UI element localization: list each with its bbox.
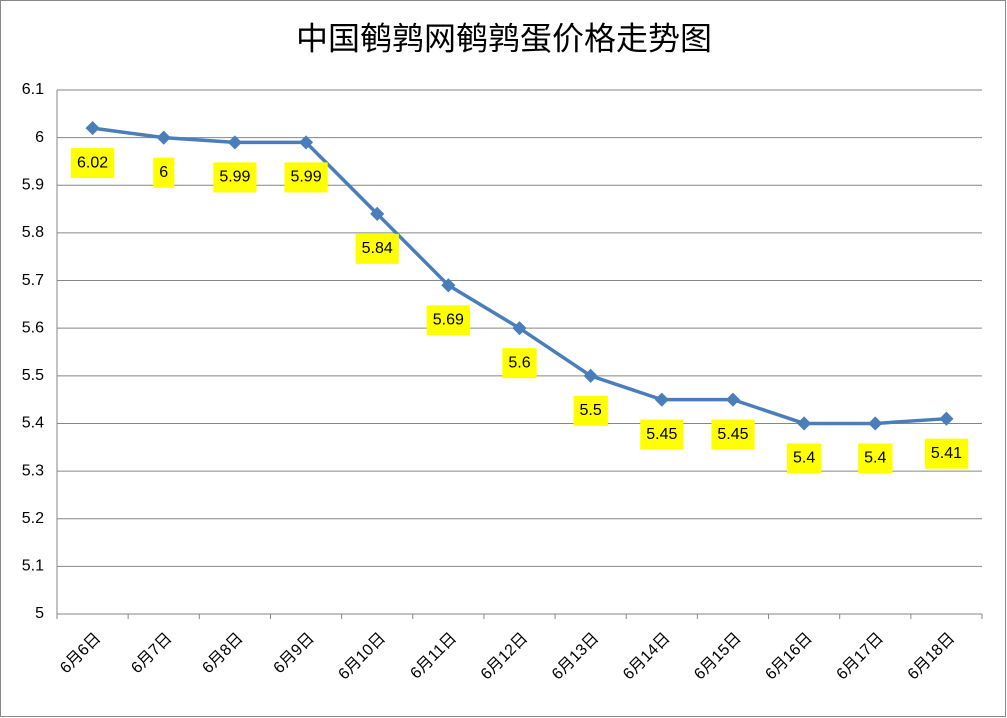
data-label: 5.45 — [711, 419, 755, 450]
data-label: 5.99 — [284, 162, 328, 193]
data-label-text: 5.41 — [931, 445, 962, 462]
marker — [156, 130, 171, 145]
y-tick-label: 5.4 — [22, 415, 44, 432]
data-label-text: 5.45 — [717, 426, 748, 443]
data-label-box — [711, 419, 755, 450]
marker — [85, 121, 100, 136]
y-tick-label: 5.1 — [22, 558, 44, 575]
data-label-box — [284, 162, 328, 193]
data-label-text: 5.6 — [508, 354, 530, 371]
y-tick-label: 5.8 — [22, 224, 44, 241]
data-label-box — [640, 419, 684, 450]
data-label: 5.5 — [573, 395, 608, 426]
data-label-text: 5.4 — [864, 450, 886, 467]
data-label: 5.84 — [355, 233, 399, 264]
data-label: 5.99 — [213, 162, 257, 193]
data-label: 5.69 — [426, 305, 471, 336]
data-label: 5.4 — [786, 443, 822, 474]
marker — [441, 278, 456, 293]
data-label-text: 5.99 — [219, 169, 250, 186]
y-tick-label: 5.3 — [22, 462, 44, 479]
marker — [654, 392, 669, 407]
data-label-text: 5.45 — [646, 426, 677, 443]
marker — [370, 206, 385, 221]
y-tick-label: 5.6 — [22, 319, 44, 336]
data-label-text: 5.69 — [433, 312, 464, 329]
data-label-box — [858, 443, 893, 474]
y-tick-label: 5.5 — [22, 367, 44, 384]
marker — [298, 135, 314, 150]
data-label-box — [573, 395, 608, 426]
marker — [939, 411, 954, 426]
y-tick-label: 5.7 — [22, 272, 44, 289]
data-label: 5.4 — [858, 443, 893, 474]
data-label-box — [786, 443, 822, 474]
marker — [797, 416, 812, 431]
data-label: 6.02 — [71, 148, 115, 179]
data-label-text: 5.5 — [580, 402, 602, 419]
y-tick-label: 6.1 — [22, 81, 44, 98]
marker — [512, 321, 527, 336]
data-label-text: 6 — [159, 164, 168, 181]
data-label-box — [355, 233, 399, 264]
data-label: 5.41 — [924, 438, 969, 469]
marker — [583, 368, 598, 383]
data-label: 6 — [153, 157, 175, 188]
data-label: 5.45 — [640, 419, 684, 450]
marker — [227, 135, 242, 150]
chart-title: 中国鹌鹑网鹌鹑蛋价格走势图 — [296, 20, 712, 58]
y-tick-label: 5 — [35, 605, 44, 622]
y-tick-label: 5.2 — [22, 510, 44, 527]
data-label-box — [153, 157, 175, 188]
data-label-text: 5.99 — [290, 169, 321, 186]
y-tick-label: 6 — [35, 129, 44, 146]
data-label-text: 5.84 — [362, 240, 393, 257]
data-label-box — [502, 348, 537, 379]
data-label-box — [426, 305, 471, 336]
data-label-text: 5.4 — [793, 450, 815, 467]
y-tick-label: 5.9 — [22, 176, 44, 193]
data-label-text: 6.02 — [77, 154, 108, 171]
data-label-box — [924, 438, 969, 469]
marker — [725, 392, 741, 407]
data-label: 5.6 — [502, 348, 537, 379]
data-label-box — [213, 162, 257, 193]
marker — [868, 416, 883, 431]
data-label-box — [71, 148, 115, 179]
